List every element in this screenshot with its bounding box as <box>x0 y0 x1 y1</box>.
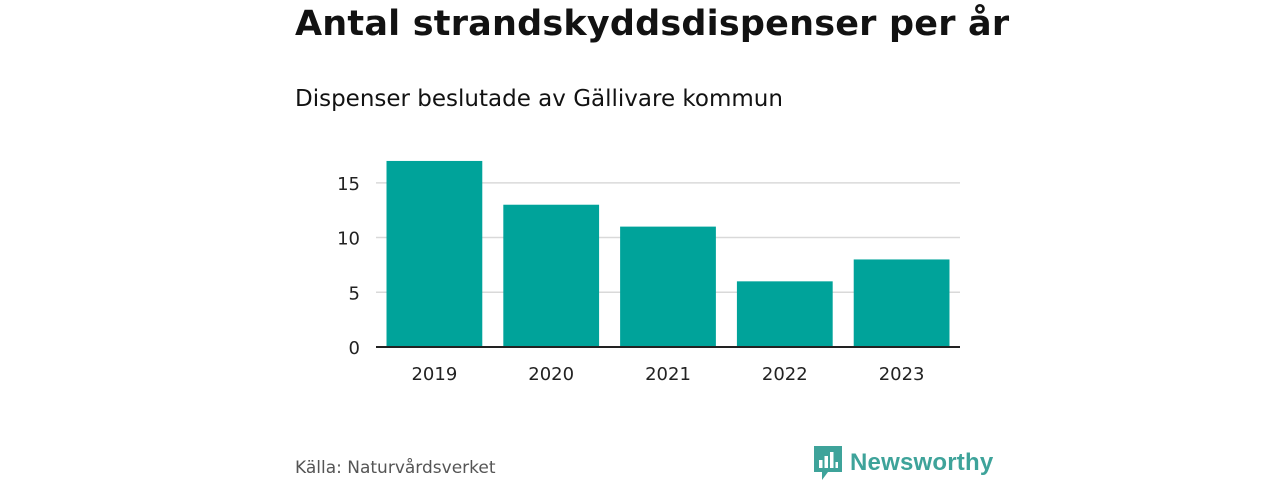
x-tick-label: 2021 <box>645 364 691 385</box>
bar-2019 <box>386 160 483 347</box>
source-note: Källa: Naturvårdsverket <box>295 458 496 478</box>
chart-subtitle: Dispenser beslutade av Gällivare kommun <box>295 86 783 112</box>
newsworthy-logo-icon <box>814 446 842 480</box>
x-tick-label: 2020 <box>528 364 574 385</box>
axes: 0 5 10 15 2019 2020 2021 2022 2023 <box>337 174 960 385</box>
bar-2023 <box>853 259 950 347</box>
x-tick-label: 2023 <box>879 364 925 385</box>
y-tick-label: 15 <box>337 174 360 195</box>
y-tick-label: 5 <box>349 283 360 304</box>
x-tick-label: 2019 <box>411 364 457 385</box>
newsworthy-logo: Newsworthy <box>814 446 993 480</box>
bar-2022 <box>736 281 833 347</box>
bar-2020 <box>503 204 600 347</box>
y-tick-label: 10 <box>337 229 360 250</box>
chart-title: Antal strandskyddsdispenser per år <box>295 4 1010 44</box>
bars <box>386 160 950 347</box>
y-tick-label: 0 <box>349 338 360 359</box>
x-tick-label: 2022 <box>762 364 808 385</box>
brand-name: Newsworthy <box>850 449 994 476</box>
bar-2021 <box>620 226 716 347</box>
